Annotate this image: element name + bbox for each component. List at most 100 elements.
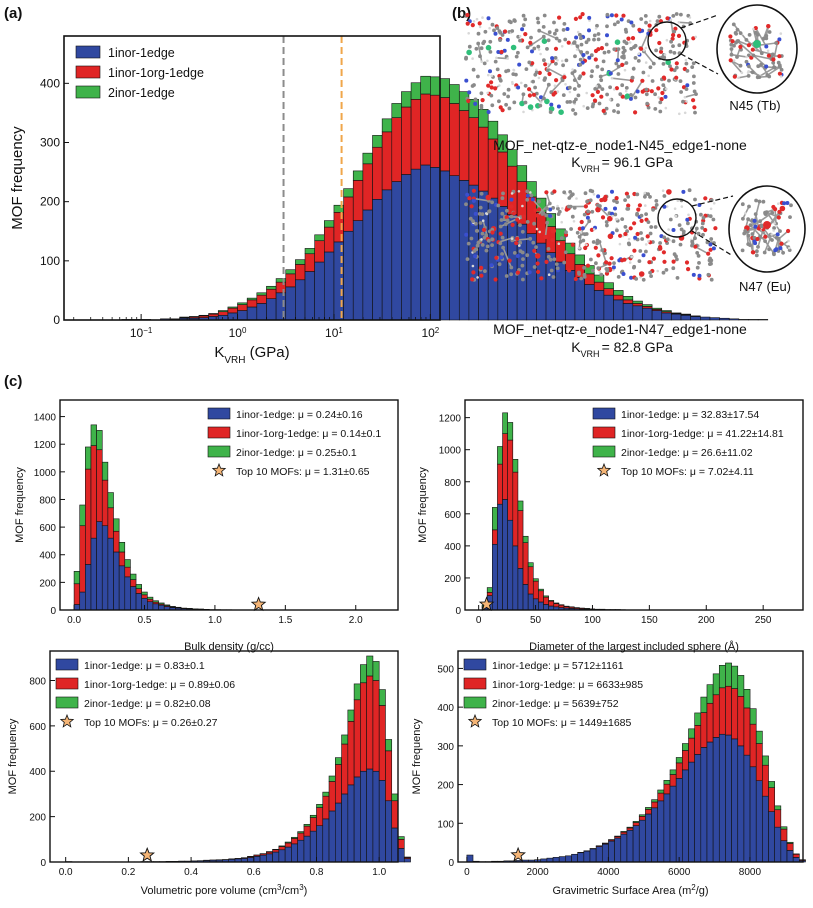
atom [578,33,582,37]
atom [476,18,479,21]
legend-label: Top 10 MOFs: μ = 1449±1685 [492,717,632,729]
atom [591,102,595,106]
atom [638,203,642,207]
bar-1inor-1edge [565,270,575,320]
atom [645,243,648,246]
atom [648,195,652,199]
atom [522,92,526,96]
atom [644,192,647,195]
atom [486,245,490,249]
bar-2inor-1edge [363,153,373,164]
y-tick-label: 300 [437,742,454,753]
legend-label: Top 10 MOFs: μ = 7.02±4.11 [621,466,754,478]
bar-1inor-1edge [153,604,159,610]
atom [572,41,576,45]
bar-1inor-1edge [367,769,373,862]
atom [767,50,770,53]
atom [581,226,585,230]
y-tick-label: 200 [444,574,461,585]
y-tick-label: 400 [437,703,454,714]
atom [523,18,527,22]
legend-swatch [593,427,615,438]
bar-1inor-1edge [710,318,720,320]
atom [483,62,487,66]
atom [729,58,733,62]
atom [466,50,472,56]
atom [487,239,491,243]
top10-marker-group [512,848,525,861]
y-tick-label: 400 [39,551,56,562]
bar-1inor-1org-1edge [91,446,97,539]
bar-2inor-1edge [353,171,363,180]
atom [626,207,630,211]
bar-1inor-1edge [615,838,621,862]
bar-1inor-1org-1edge [266,289,276,298]
bar-2inor-1edge [750,709,756,724]
atom [580,231,583,234]
legend-swatch [56,697,78,708]
atom [509,204,513,208]
bar-1inor-1org-1edge [725,686,731,735]
atom [632,221,636,225]
atom [525,253,529,257]
bar-2inor-1edge [538,589,543,591]
x-tick-label: 150 [641,615,658,626]
atom [513,19,517,23]
bar-2inor-1edge [689,729,695,738]
atom [738,45,742,49]
legend-label: 1inor-1edge: μ = 0.83±0.1 [84,660,205,672]
x-tick-label: 101 [325,326,343,341]
bar-1inor-1edge [125,577,131,610]
atom [681,100,685,104]
atom [554,62,558,66]
bar-1inor-1edge [538,602,543,610]
bar-1inor-1edge [565,856,571,862]
atom [700,226,704,230]
atom [483,269,487,273]
bar-2inor-1edge [639,815,645,817]
atom [647,75,650,78]
atom [780,68,784,72]
atom [499,225,503,229]
bar-1inor-1edge [329,811,335,862]
bar-1inor-1edge [97,522,103,610]
atom [534,245,538,249]
atom [575,197,578,200]
atom [633,110,637,114]
atom [561,63,565,67]
atom [649,232,653,236]
atom [532,93,536,97]
atom [582,105,585,108]
bar-1inor-1org-1edge [713,695,719,738]
bar-2inor-1edge [732,666,738,688]
atom [548,273,551,276]
bar-2inor-1edge [354,684,360,700]
bar-1inor-1edge [559,857,565,862]
atom [664,53,667,56]
atom [585,232,589,236]
legend-swatch [76,46,100,58]
bar-1inor-1org-1edge [411,99,421,169]
bar-2inor-1edge [544,596,549,597]
bar-1inor-1edge [74,604,80,610]
atom [512,211,516,215]
atom [473,20,476,23]
atom [695,36,698,39]
panel-label-c: (c) [4,373,22,390]
bar-2inor-1edge [469,99,479,117]
atom [612,47,616,51]
atom [584,204,588,208]
bar-1inor-1edge [787,850,793,862]
atom [675,66,679,70]
bar-1inor-1edge [775,827,781,862]
bar-1inor-1org-1edge [398,839,404,848]
bar-1inor-1edge [114,552,120,610]
x-tick-label: 1.0 [372,867,386,878]
bar-1inor-1org-1edge [787,843,793,850]
atom [518,190,521,193]
atom [565,208,569,212]
atom [512,101,516,105]
atom [579,277,583,281]
atom [619,243,622,246]
bar-2inor-1edge [430,77,440,95]
